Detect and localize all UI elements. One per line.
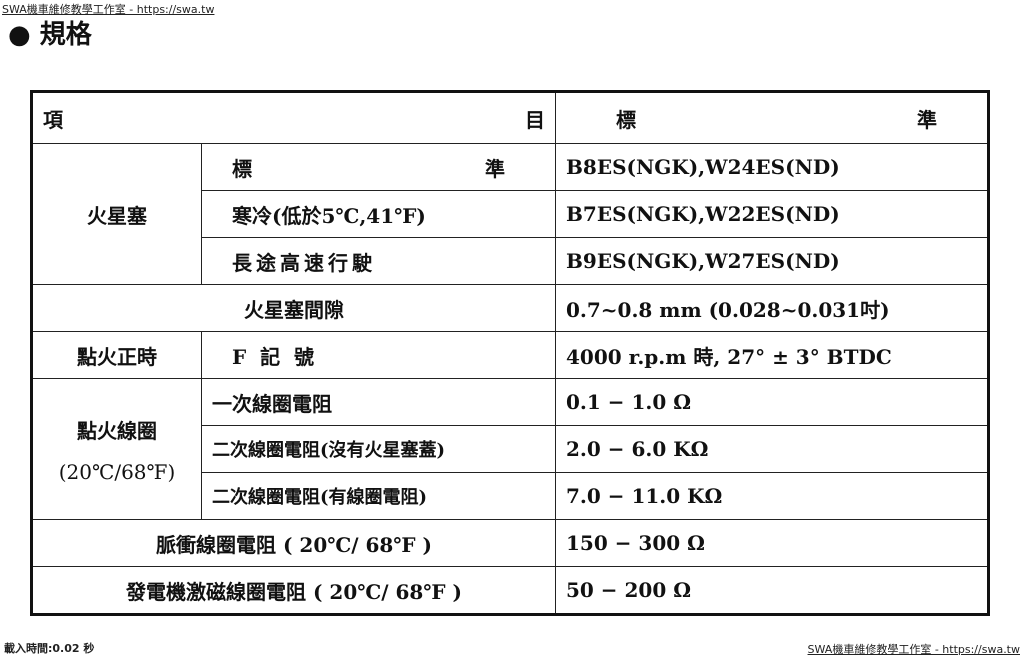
- condition: 二次線圈電阻(有線圈電阻): [201, 472, 556, 520]
- value: B8ES(NGK),W24ES(ND): [555, 143, 989, 191]
- value: 2.0 − 6.0 KΩ: [555, 425, 989, 473]
- watermark: SWA機車維修教學工作室 - https://swa.tw: [2, 3, 215, 16]
- value: 0.7~0.8 mm (0.028~0.031吋): [555, 284, 989, 332]
- condition: 一次線圈電阻: [201, 378, 556, 426]
- value: 4000 r.p.m 時, 27° ± 3° BTDC: [555, 331, 989, 379]
- cond-a: 標: [232, 156, 252, 181]
- table-row: 脈衝線圈電阻 ( 20℃/ 68℉ ) 150 − 300 Ω: [31, 519, 989, 567]
- coil-label: 點火線圈 (20℃/68℉): [31, 378, 202, 520]
- value: 0.1 − 1.0 Ω: [555, 378, 989, 426]
- condition: 二次線圈電阻(沒有火星塞蓋): [201, 425, 556, 473]
- value: B7ES(NGK),W22ES(ND): [555, 190, 989, 238]
- table-row: 火星塞 標準 B8ES(NGK),W24ES(ND): [31, 143, 989, 285]
- cond-b: 準: [485, 156, 505, 181]
- table-row: 火星塞間隙 0.7~0.8 mm (0.028~0.031吋): [31, 284, 989, 332]
- gap-label: 火星塞間隙: [31, 284, 556, 332]
- header-item: 項目: [31, 91, 556, 144]
- page-title: ● 規格: [8, 20, 92, 50]
- table-row: 寒冷(低於5℃,41℉) B7ES(NGK),W22ES(ND): [32, 190, 989, 238]
- timing-label: 點火正時: [31, 331, 202, 379]
- header-item-b: 目: [525, 107, 545, 132]
- condition: 長途高速行駛: [201, 237, 556, 285]
- value: 150 − 300 Ω: [555, 519, 989, 567]
- header-standard: 標準: [555, 91, 989, 144]
- value: 50 − 200 Ω: [555, 566, 989, 615]
- value: B9ES(NGK),W27ES(ND): [555, 237, 989, 285]
- spark-plug-label: 火星塞: [31, 143, 202, 285]
- condition: F 記 號: [201, 331, 556, 379]
- table-row: 點火正時 F 記 號 4000 r.p.m 時, 27° ± 3° BTDC: [31, 331, 989, 379]
- coil-label-text: 點火線圈: [77, 418, 157, 443]
- load-time: 載入時間:0.02 秒: [4, 642, 95, 655]
- table-header: 項目 標準: [31, 91, 989, 144]
- condition: 寒冷(低於5℃,41℉): [201, 190, 556, 238]
- generator-label: 發電機激磁線圈電阻 ( 20℃/ 68℉ ): [31, 566, 556, 615]
- table-row: 點火線圈 (20℃/68℉) 一次線圈電阻 0.1 − 1.0 Ω: [31, 378, 989, 520]
- header-std-a: 標: [616, 107, 636, 132]
- header-item-a: 項: [43, 107, 63, 132]
- table-row: 二次線圈電阻(有線圈電阻) 7.0 − 11.0 KΩ: [32, 472, 989, 520]
- spec-table: 項目 標準 火星塞 標準 B8ES(NGK),W24ES(ND) 寒冷(低於5℃…: [30, 90, 990, 616]
- pulse-label: 脈衝線圈電阻 ( 20℃/ 68℉ ): [31, 519, 556, 567]
- header-std-b: 準: [917, 107, 937, 132]
- coil-label-sub: (20℃/68℉): [58, 459, 176, 484]
- table-row: 發電機激磁線圈電阻 ( 20℃/ 68℉ ) 50 − 200 Ω: [31, 566, 989, 615]
- condition: 標準: [201, 143, 556, 191]
- value: 7.0 − 11.0 KΩ: [555, 472, 989, 520]
- watermark: SWA機車維修教學工作室 - https://swa.tw: [807, 643, 1020, 656]
